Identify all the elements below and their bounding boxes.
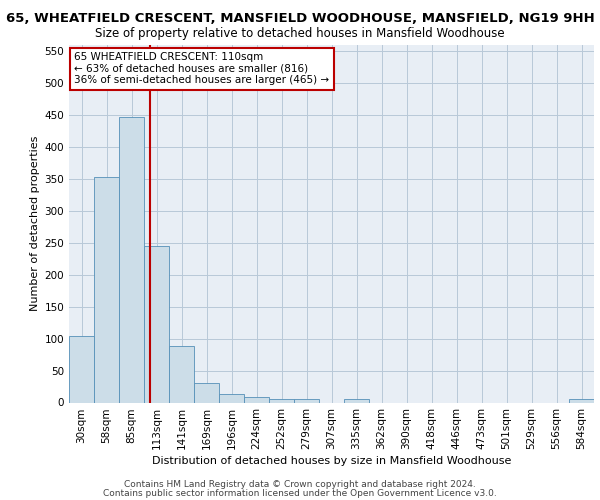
X-axis label: Distribution of detached houses by size in Mansfield Woodhouse: Distribution of detached houses by size …	[152, 456, 511, 466]
Bar	[94, 177, 119, 402]
Bar	[244, 397, 269, 402]
Text: 65 WHEATFIELD CRESCENT: 110sqm
← 63% of detached houses are smaller (816)
36% of: 65 WHEATFIELD CRESCENT: 110sqm ← 63% of …	[74, 52, 329, 86]
Bar	[569, 400, 594, 402]
Y-axis label: Number of detached properties: Number of detached properties	[30, 136, 40, 312]
Text: Size of property relative to detached houses in Mansfield Woodhouse: Size of property relative to detached ho…	[95, 28, 505, 40]
Bar	[269, 398, 294, 402]
Bar	[194, 384, 219, 402]
Bar	[144, 246, 169, 402]
Text: 65, WHEATFIELD CRESCENT, MANSFIELD WOODHOUSE, MANSFIELD, NG19 9HH: 65, WHEATFIELD CRESCENT, MANSFIELD WOODH…	[5, 12, 595, 26]
Bar	[219, 394, 244, 402]
Bar	[344, 400, 369, 402]
Bar	[169, 346, 194, 403]
Text: Contains HM Land Registry data © Crown copyright and database right 2024.: Contains HM Land Registry data © Crown c…	[124, 480, 476, 489]
Bar	[294, 400, 319, 402]
Bar	[69, 336, 94, 402]
Text: Contains public sector information licensed under the Open Government Licence v3: Contains public sector information licen…	[103, 489, 497, 498]
Bar	[119, 117, 144, 403]
